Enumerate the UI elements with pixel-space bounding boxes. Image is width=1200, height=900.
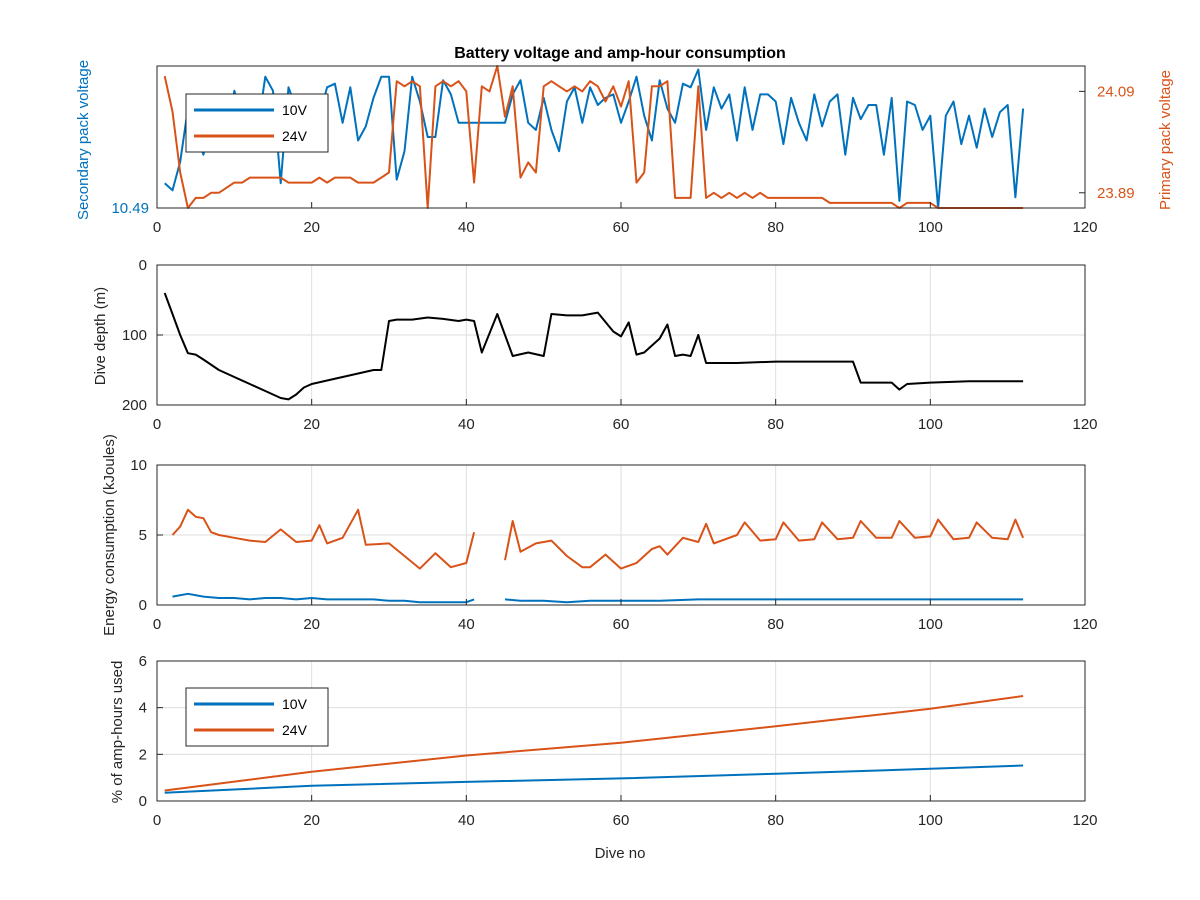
x-tick-label: 100	[918, 616, 943, 633]
legend-box	[185, 687, 329, 747]
x-tick-label: 40	[458, 219, 475, 236]
x-tick-label: 120	[1072, 416, 1097, 433]
series-line-10v	[164, 764, 1024, 794]
x-tick-label: 40	[458, 416, 475, 433]
legend-label-24v: 24V	[282, 128, 308, 144]
voltage-panel: 0 20 40 60 80 100 120 10.49 23.89 24.09 Battery…	[75, 45, 1174, 236]
x-tick-label: 80	[767, 616, 784, 633]
amphours-panel: 0 20 40 60 80 100 120 0 2 4 6 % of amp-hours used…	[109, 653, 1098, 862]
series-line-24v	[163, 65, 1024, 209]
y-tick-label-right: 24.09	[1097, 83, 1135, 100]
y-tick-label-right: 23.89	[1097, 185, 1135, 202]
x-tick-label: 120	[1072, 219, 1097, 236]
y-tick-label-left: 10.49	[111, 200, 149, 217]
y-tick-label: 100	[122, 327, 147, 344]
series-line-depth	[163, 292, 1024, 401]
legend-box	[185, 93, 329, 153]
x-tick-label: 40	[458, 812, 475, 829]
x-tick-label: 0	[153, 812, 161, 829]
x-tick-label: 60	[613, 616, 630, 633]
x-tick-label: 120	[1072, 616, 1097, 633]
x-tick-label: 60	[613, 416, 630, 433]
series-line-10v-segment-2	[504, 598, 1024, 604]
ylabel-energy-consumption: Energy consumption (kJoules)	[101, 434, 118, 636]
chart-title: Battery voltage and amp-hour consumption	[454, 45, 786, 62]
x-tick-label: 60	[613, 812, 630, 829]
voltage-legend: 10V 24V	[185, 93, 329, 153]
x-tick-label: 20	[303, 416, 320, 433]
x-tick-label: 80	[767, 219, 784, 236]
xlabel-dive-no: Dive no	[595, 845, 646, 862]
x-tick-label: 0	[153, 416, 161, 433]
energy-panel: 0 20 40 60 80 100 120 0 5 10 Energy consumption …	[101, 434, 1098, 636]
x-tick-label: 120	[1072, 812, 1097, 829]
series-line-24v-segment-2	[504, 518, 1025, 570]
y-tick-label: 10	[130, 457, 147, 474]
legend-label-10v: 10V	[282, 102, 308, 118]
x-tick-label: 100	[918, 416, 943, 433]
y-tick-label: 0	[139, 597, 147, 614]
series-line-24v	[164, 695, 1024, 792]
ylabel-dive-depth: Dive depth (m)	[92, 287, 109, 385]
series-line-24v-segment-1	[171, 508, 476, 570]
x-tick-label: 60	[613, 219, 630, 236]
y-tick-label: 5	[139, 527, 147, 544]
amphours-legend: 10V 24V	[185, 687, 329, 747]
x-tick-label: 20	[303, 219, 320, 236]
legend-label-24v: 24V	[282, 722, 308, 738]
y-tick-label: 200	[122, 397, 147, 414]
x-tick-label: 20	[303, 812, 320, 829]
x-tick-label: 80	[767, 416, 784, 433]
series-line-10v-segment-1	[172, 592, 475, 604]
y-tick-label: 2	[139, 746, 147, 763]
ylabel-amp-hours-used: % of amp-hours used	[109, 661, 126, 804]
x-tick-label: 0	[153, 616, 161, 633]
x-tick-label: 100	[918, 219, 943, 236]
depth-panel: 0 20 40 60 80 100 120 0 100 200 Dive depth (m)	[92, 257, 1098, 433]
x-tick-label: 0	[153, 219, 161, 236]
y-tick-label: 0	[139, 793, 147, 810]
x-tick-label: 40	[458, 616, 475, 633]
x-tick-label: 80	[767, 812, 784, 829]
legend-label-10v: 10V	[282, 696, 308, 712]
ylabel-primary-pack-voltage: Primary pack voltage	[1157, 70, 1174, 210]
ylabel-secondary-pack-voltage: Secondary pack voltage	[75, 60, 92, 220]
y-tick-label: 4	[139, 700, 147, 717]
y-tick-label: 0	[139, 257, 147, 274]
x-tick-label: 20	[303, 616, 320, 633]
y-tick-label: 6	[139, 653, 147, 670]
x-tick-label: 100	[918, 812, 943, 829]
